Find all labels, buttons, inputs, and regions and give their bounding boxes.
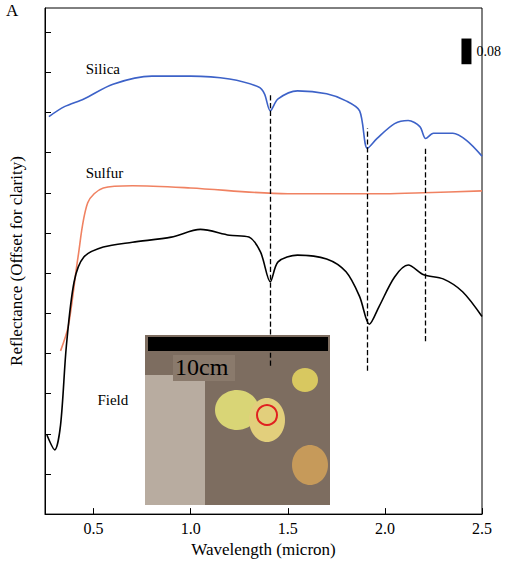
svg-text:1.5: 1.5: [278, 520, 298, 537]
svg-text:Wavelength (micron): Wavelength (micron): [191, 540, 336, 559]
svg-text:10cm: 10cm: [175, 354, 229, 380]
svg-text:Reflectance (Offset for clarit: Reflectance (Offset for clarity): [7, 156, 26, 366]
svg-text:0.08: 0.08: [476, 44, 501, 59]
svg-text:Silica: Silica: [86, 61, 121, 77]
svg-text:2.0: 2.0: [375, 520, 395, 537]
svg-text:1.0: 1.0: [181, 520, 201, 537]
svg-text:A: A: [6, 1, 19, 20]
svg-text:0.5: 0.5: [84, 520, 104, 537]
svg-text:Field: Field: [97, 392, 128, 408]
svg-text:2.5: 2.5: [472, 520, 492, 537]
svg-text:Sulfur: Sulfur: [86, 165, 124, 181]
